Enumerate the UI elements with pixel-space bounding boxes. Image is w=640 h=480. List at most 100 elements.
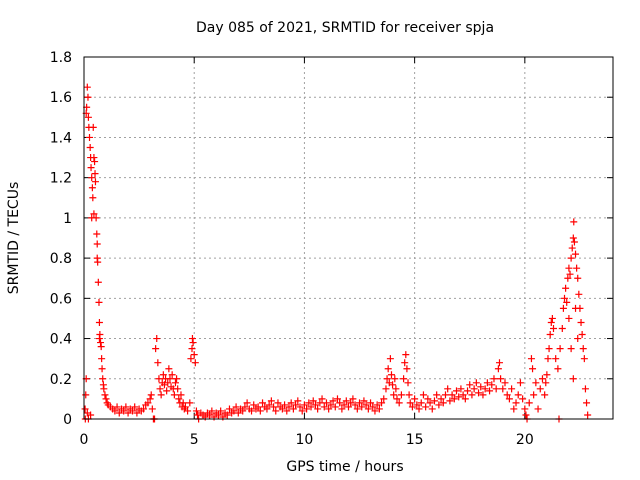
data-point [378,399,386,407]
data-point [155,375,163,383]
data-point [89,194,97,202]
data-point [88,174,96,182]
data-point [239,407,247,415]
data-point [287,399,295,407]
data-point [206,411,214,419]
data-point [472,379,480,387]
data-point [387,371,395,379]
data-point [102,395,110,403]
data-point [333,395,341,403]
data-point [579,345,587,353]
data-point [552,355,560,363]
data-point [415,405,423,413]
data-point [544,355,552,363]
data-point [208,407,216,415]
data-point [433,391,441,399]
data-point [171,379,179,387]
data-point [101,391,109,399]
data-points [81,83,592,423]
data-point [572,304,580,312]
data-point [455,393,463,401]
x-tick-label: 10 [296,432,314,448]
data-point [522,411,530,419]
data-point [82,391,90,399]
data-point [536,385,544,393]
data-point [446,397,454,405]
data-point [477,383,485,391]
data-point [113,403,121,411]
data-point [90,210,98,218]
data-point [419,391,427,399]
data-point [371,407,379,415]
data-point [470,385,478,393]
y-tick-label: 1.8 [50,50,72,66]
data-point [278,405,286,413]
data-point [177,391,185,399]
data-point [565,264,573,272]
data-point [554,365,562,373]
data-point [342,397,350,405]
data-point [188,335,196,343]
data-point [81,405,89,413]
data-point [383,375,391,383]
data-point [580,355,588,363]
data-point [86,144,94,151]
data-point [380,395,388,403]
data-point [573,264,581,272]
data-point [97,339,105,347]
data-point [294,397,302,405]
data-point [230,407,238,415]
data-point [89,123,97,131]
data-point [570,238,578,246]
data-point [88,214,96,222]
data-point [497,375,505,383]
data-point [565,314,573,322]
data-point [311,401,319,409]
data-point [408,403,416,411]
data-point [163,387,171,395]
data-point [483,379,491,387]
data-point [542,379,550,387]
data-point [214,411,222,419]
data-point [503,391,511,399]
data-point [146,395,154,403]
data-point [97,343,105,351]
data-point [283,407,291,415]
data-point [157,391,165,399]
data-point [84,113,92,121]
data-point [128,407,136,415]
data-point [223,411,231,419]
data-point [516,379,524,387]
data-point [187,355,195,363]
data-point [325,405,333,413]
data-point [336,399,344,407]
data-point [309,397,317,405]
data-point [567,345,575,353]
data-point [392,385,400,393]
data-point [148,405,156,413]
data-point [444,385,452,393]
data-point [578,331,586,339]
data-point [481,385,489,393]
data-point [186,399,194,407]
data-point [300,401,308,409]
data-point [164,379,172,387]
data-point [563,298,571,306]
data-point [441,391,449,399]
data-point [430,397,438,405]
data-point [305,399,313,407]
data-point [93,240,101,248]
data-point [184,407,192,415]
data-point [401,359,409,367]
data-point [384,365,392,373]
data-point [86,133,94,141]
data-point [386,355,394,363]
x-tick-label: 5 [190,432,199,448]
data-point [406,399,414,407]
data-point [115,409,123,417]
data-point [581,385,589,393]
data-point [495,359,503,367]
data-point [426,399,434,407]
data-point [190,351,198,359]
